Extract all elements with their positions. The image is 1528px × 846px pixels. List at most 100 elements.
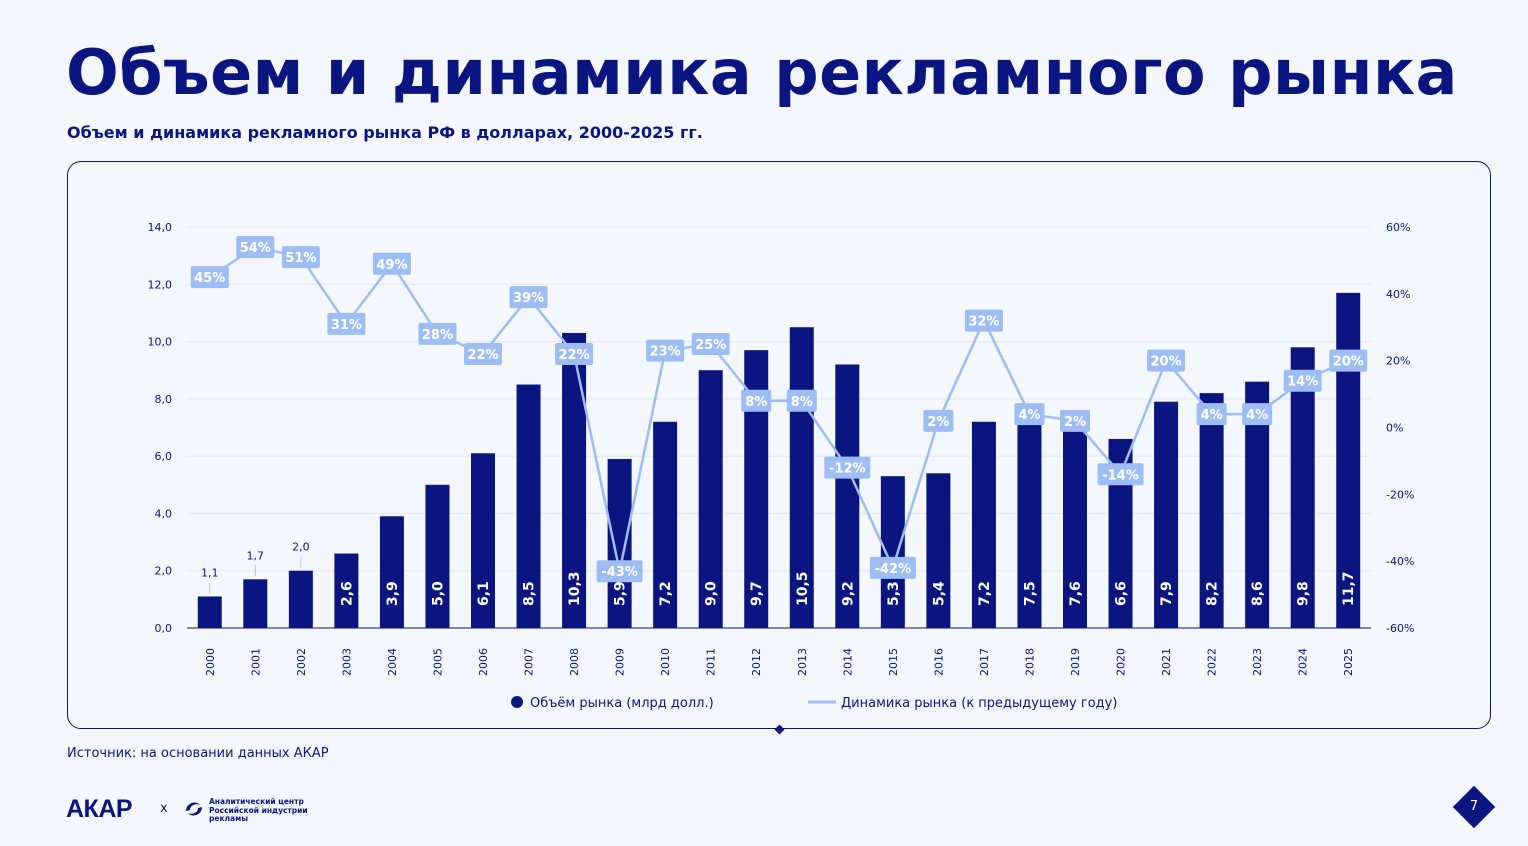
growth-label: 4% xyxy=(1201,408,1223,423)
growth-label-box xyxy=(1329,349,1368,372)
growth-label: -42% xyxy=(875,562,912,577)
bar-value-label: 8,2 xyxy=(1205,581,1221,606)
logo-separator: x xyxy=(160,801,168,816)
y-right-tick-label: -60% xyxy=(1386,622,1414,635)
x-tick-label: 2014 xyxy=(841,648,854,676)
growth-label: 23% xyxy=(650,345,681,360)
bar-value-label: 6,6 xyxy=(1114,581,1130,606)
growth-label: 39% xyxy=(513,291,544,306)
growth-label-box xyxy=(1060,409,1090,432)
growth-label-box xyxy=(1097,463,1144,486)
bar xyxy=(1017,413,1042,628)
x-tick-label: 2009 xyxy=(614,648,627,676)
y-right-tick-label: -20% xyxy=(1386,488,1414,501)
bar xyxy=(607,459,632,628)
y-left-tick-label: 4,0 xyxy=(155,507,173,520)
growth-label-box xyxy=(869,556,916,579)
bar-value-label: 1,7 xyxy=(247,549,264,562)
x-tick-label: 2003 xyxy=(340,648,353,676)
bar-value-label: 10,5 xyxy=(795,571,811,606)
x-tick-label: 2018 xyxy=(1023,648,1036,676)
bar-value-label: 10,3 xyxy=(567,571,583,606)
x-tick-label: 2000 xyxy=(204,648,217,676)
bar-value-label: 1,1 xyxy=(201,566,219,579)
growth-label-box xyxy=(327,312,366,335)
bar-value-label: 3,9 xyxy=(385,581,401,606)
bar-value-label: 2,6 xyxy=(339,581,355,606)
growth-label: -12% xyxy=(829,462,866,477)
bar xyxy=(379,516,404,628)
growth-label-box xyxy=(372,252,411,275)
growth-label: 8% xyxy=(745,395,767,410)
bar xyxy=(471,453,495,628)
growth-label: -14% xyxy=(1102,468,1139,483)
bar-value-label: 7,5 xyxy=(1022,581,1038,606)
x-tick-label: 2010 xyxy=(659,648,672,676)
bar xyxy=(698,370,723,628)
growth-label: 14% xyxy=(1287,375,1318,390)
bar xyxy=(653,421,678,628)
bar-value-label: 5,3 xyxy=(886,581,902,606)
bar xyxy=(1290,347,1315,628)
bar-value-label: 7,2 xyxy=(977,581,993,606)
x-tick-label: 2012 xyxy=(750,648,763,676)
chart-subtitle: Объем и динамика рекламного рынка РФ в д… xyxy=(67,123,703,142)
growth-label-box xyxy=(1147,349,1186,372)
growth-label: 22% xyxy=(559,348,590,363)
growth-label: 2% xyxy=(927,415,949,430)
growth-label-box xyxy=(824,456,871,479)
bar xyxy=(1336,292,1361,628)
bar-value-label: 9,8 xyxy=(1296,581,1312,606)
x-tick-label: 2025 xyxy=(1342,648,1355,676)
growth-label: 54% xyxy=(240,241,271,256)
growth-label: 4% xyxy=(1246,408,1268,423)
growth-label: 20% xyxy=(1333,355,1364,370)
y-left-tick-label: 2,0 xyxy=(155,565,173,578)
growth-label: 51% xyxy=(285,251,316,266)
combo-chart: 0,0 2,0 4,0 6,0 8,0 10,0 12,0 14,0 -60% -40% -20% 0… xyxy=(148,221,1415,711)
bar xyxy=(562,332,587,628)
x-tick-label: 2023 xyxy=(1251,648,1264,676)
legend-line-label: Динамика рынка (к предыдущему году) xyxy=(841,696,1117,711)
growth-label-box xyxy=(741,389,772,412)
bar-value-label: 9,7 xyxy=(749,581,765,606)
y-right-tick-label: 20% xyxy=(1386,355,1410,368)
growth-label: 32% xyxy=(968,315,999,330)
bar-value-label: 8,6 xyxy=(1250,581,1266,606)
page-number: 7 xyxy=(1469,799,1479,814)
x-tick-label: 2024 xyxy=(1297,648,1310,676)
x-tick-label: 2020 xyxy=(1115,648,1128,676)
x-tick-label: 2016 xyxy=(932,648,945,676)
growth-label-box xyxy=(596,560,643,583)
bar-value-label: 8,5 xyxy=(522,581,538,606)
growth-label-box xyxy=(418,322,457,345)
growth-label-box xyxy=(923,409,954,432)
growth-label-box xyxy=(236,236,275,259)
growth-label: 4% xyxy=(1018,408,1040,423)
growth-label: 28% xyxy=(422,328,453,343)
y-right-tick-label: 40% xyxy=(1386,288,1410,301)
growth-label-box xyxy=(786,389,817,412)
bar xyxy=(425,484,450,628)
x-tick-label: 2008 xyxy=(568,648,581,676)
bar xyxy=(789,327,814,628)
bar xyxy=(835,364,860,628)
source-note: Источник: на основании данных АКАР xyxy=(67,746,329,761)
analytics-center-logo-text: Аналитический центр Российской индустрии… xyxy=(209,797,308,823)
bar xyxy=(926,473,951,628)
page-title: Объем и динамика рекламного рынка xyxy=(66,36,1458,109)
y-right-tick-label: 0% xyxy=(1386,422,1403,435)
growth-label-box xyxy=(1242,403,1273,426)
x-tick-label: 2002 xyxy=(295,648,308,676)
bar-value-label: 11,7 xyxy=(1341,571,1357,606)
growth-label: 31% xyxy=(331,318,362,333)
growth-label: 2% xyxy=(1064,415,1086,430)
akar-logo: АКАР xyxy=(66,795,133,823)
growth-label: 8% xyxy=(791,395,813,410)
growth-label-box xyxy=(1196,403,1227,426)
bar xyxy=(1199,393,1224,628)
growth-label: 22% xyxy=(467,348,498,363)
x-tick-label: 2021 xyxy=(1160,648,1173,676)
bar xyxy=(516,384,541,628)
growth-label: -43% xyxy=(601,565,638,580)
